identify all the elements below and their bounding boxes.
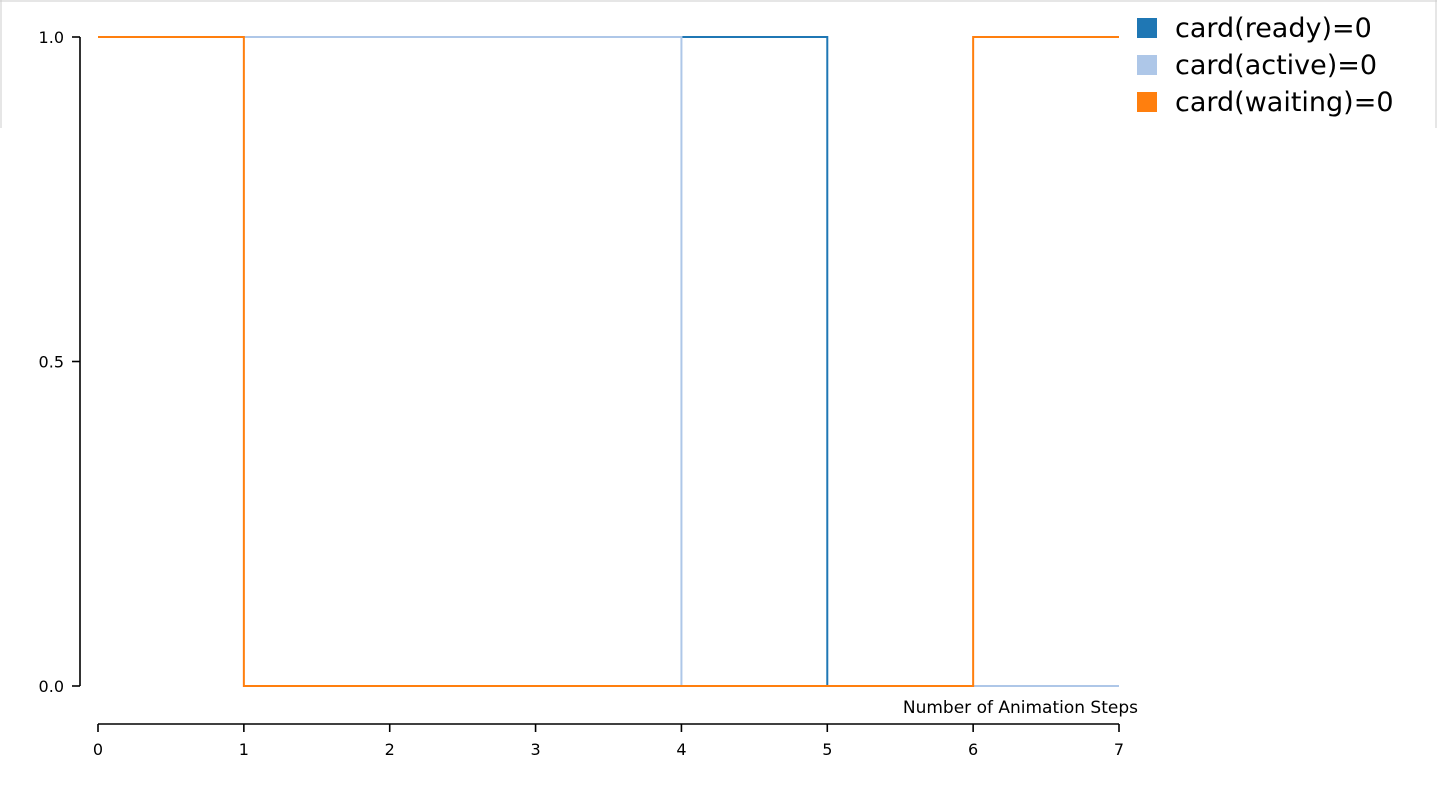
legend-swatch	[1137, 18, 1157, 38]
series-line-card-waiting	[98, 36, 1119, 687]
series-line-card-ready	[98, 36, 1119, 687]
x-tick-label: 0	[93, 740, 103, 759]
x-tick-label: 1	[239, 740, 249, 759]
plot-lines	[98, 36, 1119, 687]
y-tick-label: 1.0	[39, 28, 64, 47]
legend-item-card-ready[interactable]: card(ready)=0	[1137, 13, 1372, 44]
series-line-card-active	[98, 36, 1119, 687]
legend-item-card-active[interactable]: card(active)=0	[1137, 50, 1377, 81]
legend-swatch	[1137, 55, 1157, 75]
x-axis: 0 1 2 3 4 5 6 7	[93, 723, 1124, 759]
legend-item-card-waiting[interactable]: card(waiting)=0	[1137, 87, 1394, 118]
x-tick-label: 3	[530, 740, 540, 759]
x-tick-label: 5	[822, 740, 832, 759]
x-tick-label: 7	[1114, 740, 1124, 759]
legend[interactable]: card(ready)=0 card(active)=0 card(waiting)…	[1137, 13, 1394, 118]
legend-label: card(active)=0	[1175, 50, 1377, 81]
legend-label: card(waiting)=0	[1175, 87, 1394, 118]
y-axis: 0.0 0.5 1.0	[39, 28, 81, 696]
y-tick-label: 0.0	[39, 677, 64, 696]
x-tick-label: 4	[676, 740, 686, 759]
legend-label: card(ready)=0	[1175, 13, 1372, 44]
x-tick-label: 2	[385, 740, 395, 759]
legend-swatch	[1137, 92, 1157, 112]
y-tick-label: 0.5	[39, 353, 64, 372]
x-axis-title: Number of Animation Steps	[903, 698, 1138, 718]
x-tick-label: 6	[968, 740, 978, 759]
